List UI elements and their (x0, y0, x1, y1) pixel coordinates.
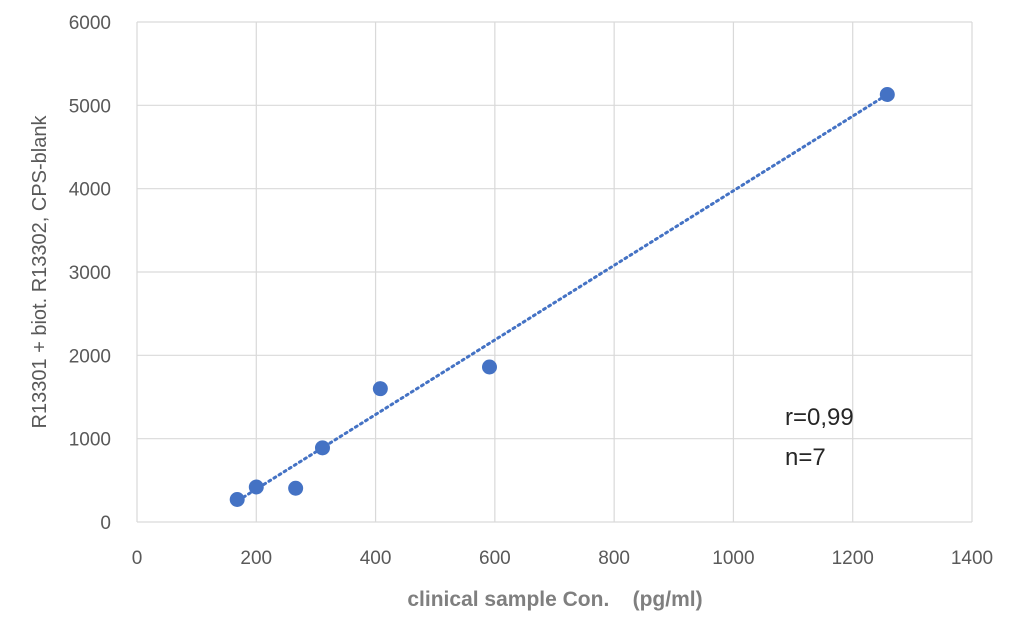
x-tick-label: 1400 (951, 548, 993, 569)
x-tick-label: 1000 (712, 548, 754, 569)
trendline-group (236, 93, 889, 502)
y-tick-label: 6000 (69, 13, 111, 34)
trendline (236, 93, 889, 502)
data-point (481, 359, 497, 375)
data-point (879, 87, 895, 102)
data-point (314, 440, 330, 456)
data-point (288, 480, 304, 496)
y-tick-label: 0 (100, 513, 111, 534)
y-axis-ticks: 0 1000 2000 3000 4000 5000 6000 (69, 13, 111, 534)
y-tick-label: 4000 (69, 180, 111, 201)
y-axis-label: R13301 + biot. R13302, CPS-blank (29, 115, 51, 429)
x-axis-label: clinical sample Con. (pg/ml) (407, 588, 702, 611)
x-tick-label: 800 (598, 548, 630, 569)
gridlines (136, 21, 973, 523)
x-tick-label: 0 (132, 548, 143, 569)
data-point (372, 381, 388, 397)
data-points (229, 87, 895, 507)
y-tick-label: 2000 (69, 346, 111, 367)
data-point (248, 479, 264, 495)
x-tick-label: 1200 (832, 548, 874, 569)
data-point (229, 492, 245, 507)
annotation-r: r=0,99 (785, 404, 854, 431)
x-axis-ticks: 0 200 400 600 800 1000 1200 1400 (132, 548, 993, 569)
y-tick-label: 3000 (69, 263, 111, 284)
x-tick-label: 200 (240, 548, 272, 569)
y-tick-label: 1000 (69, 430, 111, 451)
y-tick-label: 5000 (69, 96, 111, 117)
annotation-n: n=7 (785, 444, 826, 471)
x-tick-label: 600 (479, 548, 511, 569)
x-tick-label: 400 (360, 548, 392, 569)
